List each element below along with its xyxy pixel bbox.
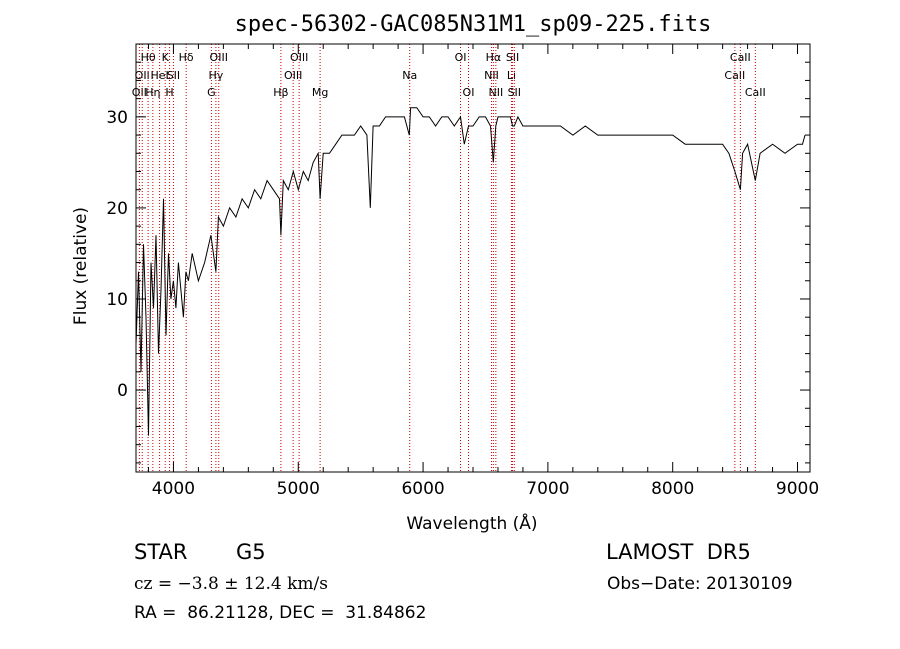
y-tick-label: 0	[117, 381, 128, 401]
x-tick-label: 4000	[152, 479, 195, 499]
spectral-line-label: K	[162, 51, 170, 64]
spectral-line-label: OIII	[290, 51, 308, 64]
x-axis-label: Wavelength (Å)	[406, 512, 537, 534]
spectral-line-label: SII	[506, 51, 519, 64]
spectral-line-label: Hβ	[273, 86, 288, 99]
spectral-line-label: NII	[484, 69, 499, 82]
spectral-line-label: Li	[507, 69, 516, 82]
spectral-line-label: Hα	[486, 51, 502, 64]
spectral-subclass: G5	[236, 540, 266, 564]
spectral-line-label: OI	[455, 51, 467, 64]
x-tick-label: 7000	[526, 479, 569, 499]
spectral-line-label: G	[207, 86, 216, 99]
y-tick-label: 20	[106, 199, 128, 219]
spectral-line-label: CaII	[724, 69, 745, 82]
x-tick-label: 5000	[277, 479, 320, 499]
spectral-line-label: OIII	[210, 51, 228, 64]
x-tick-label: 6000	[401, 479, 444, 499]
x-tick-label: 9000	[776, 479, 819, 499]
plot-frame	[135, 43, 811, 473]
spectral-line-label: H	[165, 86, 173, 99]
x-tick-label: 8000	[651, 479, 694, 499]
spectral-line-label: OIII	[284, 69, 302, 82]
spectral-line-label: Hδ	[179, 51, 194, 64]
y-tick-label: 30	[106, 108, 128, 128]
spectral-line-label: HeI	[150, 69, 168, 82]
y-tick-label: 10	[106, 290, 128, 310]
spectral-line-label: SII	[508, 86, 521, 99]
radial-velocity: cz = −3.8 ± 12.4 km/s	[134, 574, 328, 594]
spectral-line-label: CaII	[745, 86, 766, 99]
spectrum-plot-area	[135, 107, 806, 436]
spectral-line-markers: OIIOIIHθHηHeIKHSIIHδGHγOIIIHβOIIIOIIIMgN…	[132, 44, 766, 472]
x-axis: 4000 5000 6000 7000 8000 9000	[147, 44, 819, 499]
y-axis-label: Flux (relative)	[71, 207, 91, 325]
spectral-line-label: Hθ	[141, 51, 156, 64]
object-class: STAR	[134, 540, 188, 564]
spectral-line-label: CaII	[730, 51, 751, 64]
spectral-line-label: SII	[167, 69, 180, 82]
spectral-line-label: NII	[488, 86, 503, 99]
spectrum-line	[135, 107, 806, 436]
chart-title: spec-56302-GAC085N31M1_sp09-225.fits	[235, 12, 712, 37]
spectral-line-label: OII	[135, 69, 150, 82]
spectral-line-label: Hη	[145, 86, 160, 99]
spectral-line-label: Mg	[312, 86, 328, 99]
sky-coordinates: RA = 86.21128, DEC = 31.84862	[134, 603, 427, 623]
spectral-line-label: OI	[463, 86, 475, 99]
observation-date: Obs−Date: 20130109	[607, 574, 793, 594]
survey-name: LAMOST DR5	[606, 540, 751, 564]
spectral-line-label: Hγ	[208, 69, 223, 82]
y-axis: 0 10 20 30	[106, 43, 810, 464]
spectral-line-label: Na	[402, 69, 417, 82]
